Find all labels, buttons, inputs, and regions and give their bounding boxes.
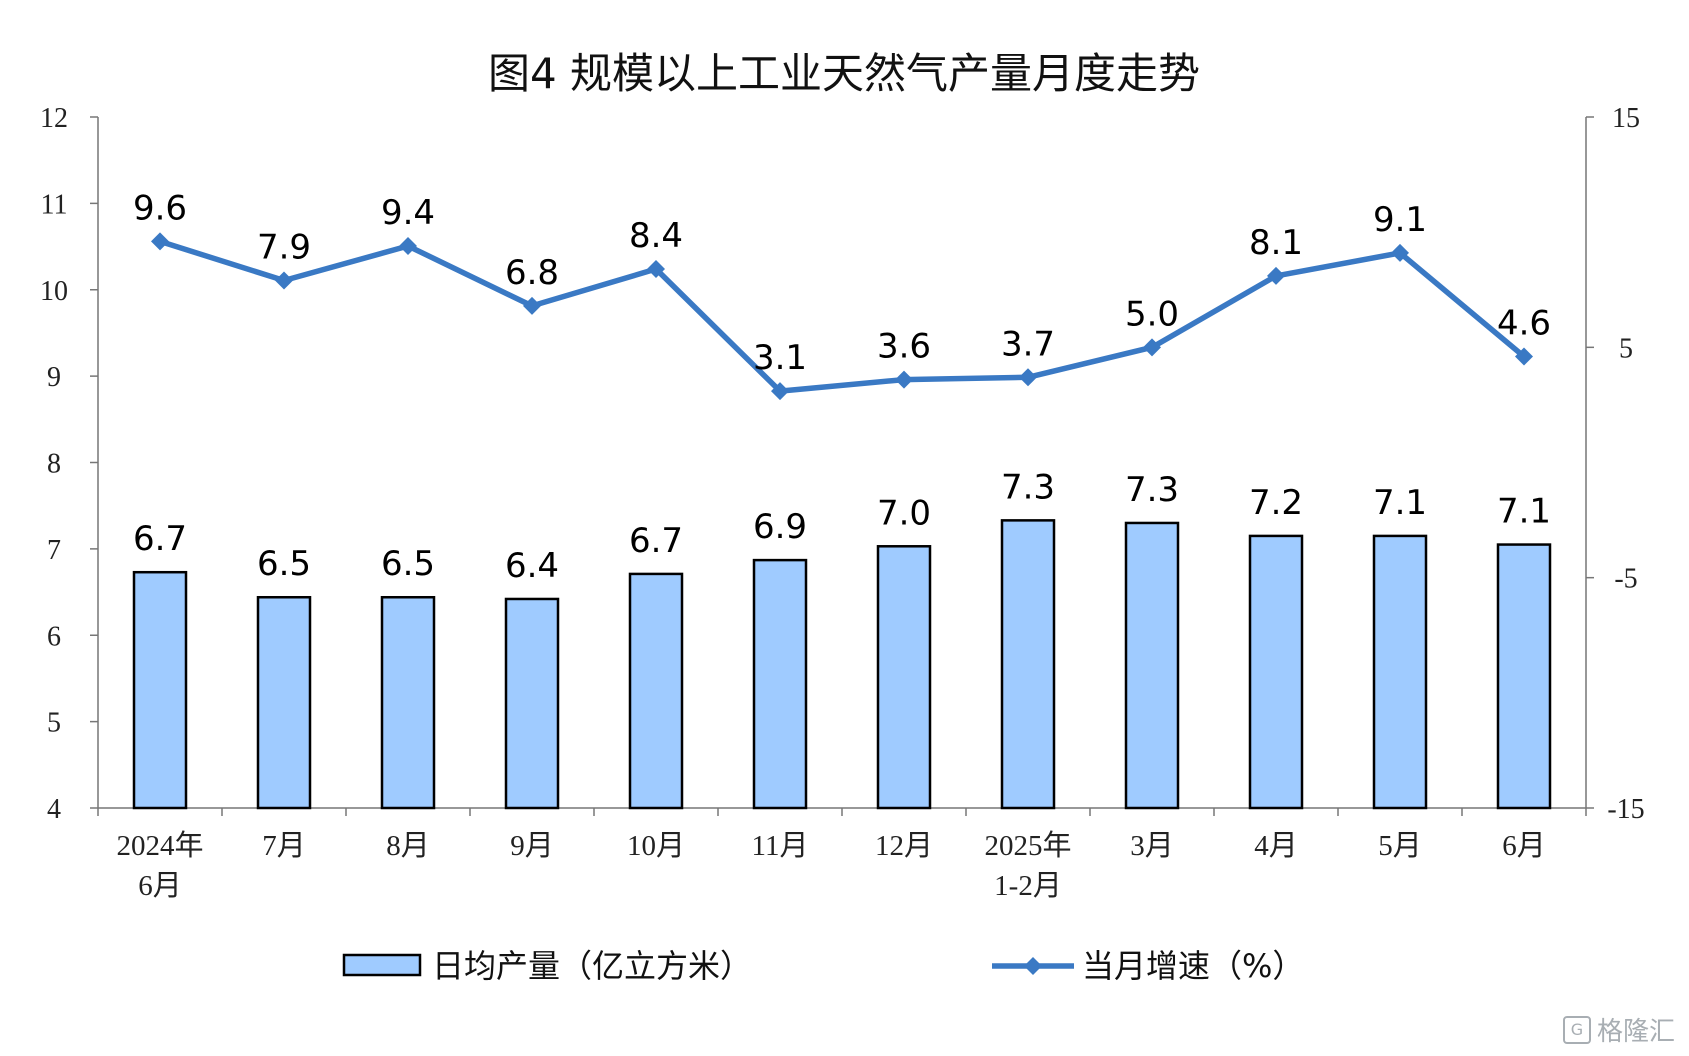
right-tick-label: -5 [1614,564,1637,595]
line-data-label: 4.6 [1497,304,1551,344]
line-point [647,260,665,279]
bar-data-label: 6.7 [629,521,683,561]
left-tick-label: 11 [41,189,68,220]
x-tick-label: 1-2月 [994,870,1062,902]
x-tick-label: 11月 [752,830,809,862]
line-point [275,271,293,290]
bar-data-label: 7.1 [1373,483,1427,523]
bar [628,572,684,810]
right-tick-label: 15 [1612,103,1640,134]
bar [132,570,188,810]
left-tick-label: 8 [47,449,61,480]
left-tick-label: 9 [47,362,61,393]
left-tick-label: 12 [40,103,68,134]
bar [1000,519,1056,810]
x-tick-label: 6月 [138,870,182,902]
bar-data-label: 7.0 [877,493,931,533]
x-tick-label: 10月 [627,830,685,862]
line-point [1143,338,1161,357]
line-data-label: 9.4 [381,193,435,233]
watermark-text: 格隆汇 [1596,1017,1675,1047]
left-tick-label: 4 [47,794,61,825]
chart-title: 图4 规模以上工业天然气产量月度走势 [488,49,1200,98]
bar [256,595,312,810]
left-tick-label: 10 [40,276,68,307]
legend: 日均产量（亿立方米） 当月增速（%） [342,947,1304,985]
bar-data-label: 7.3 [1001,467,1055,507]
line-point [151,232,169,251]
x-tick-label: 9月 [510,830,554,862]
right-tick-label: -15 [1607,794,1644,825]
bar-data-label: 6.5 [257,544,311,584]
bar-series: 6.7 6.5 6.5 6.4 6.7 6.9 7.0 7.3 7.3 7.2 7.1 7.1 [132,467,1552,810]
line-data-label: 7.9 [257,228,311,268]
line-point [771,382,789,401]
line-series: 9.6 7.9 9.4 6.8 8.4 3.1 3.6 3.7 5.0 8.1 9.1 4.6 [133,188,1551,401]
line-data-label: 3.7 [1001,324,1055,364]
bar [876,545,932,810]
line-data-label: 3.1 [753,338,807,378]
left-tick-label: 5 [47,708,61,739]
bar [1496,543,1552,810]
x-tick-label: 8月 [386,830,430,862]
line-data-label: 3.6 [877,327,931,367]
line-data-label: 9.6 [133,188,187,228]
line-point [523,296,541,315]
x-tick-label: 12月 [875,830,933,862]
logo-icon: G [1562,1015,1591,1044]
bar [1248,534,1304,810]
bar-data-label: 7.2 [1249,483,1303,523]
bar [1124,521,1180,810]
left-tick-label: 6 [47,621,61,652]
legend-line-marker [1024,957,1042,975]
bar [380,595,436,810]
bar-data-label: 6.9 [753,507,807,547]
axes: 4 5 6 7 8 9 10 11 12 -15 -5 5 15 2024年 6月 7月 8月 9月 10月 11月 1… [40,103,1645,902]
bar [752,558,808,810]
line-point [1019,368,1037,387]
legend-bar-label: 日均产量（亿立方米） [432,947,752,985]
bar-data-label: 7.1 [1497,492,1551,532]
line-point [895,370,913,389]
right-tick-label: 5 [1619,333,1633,364]
line-data-label: 5.0 [1125,294,1179,334]
bar-data-label: 6.4 [505,546,559,586]
x-tick-label: 2025年 [984,829,1071,862]
line-data-label: 9.1 [1373,200,1427,240]
line-point [1391,243,1409,262]
x-tick-label: 4月 [1254,830,1298,862]
legend-bar-swatch [342,953,422,977]
watermark: G 格隆汇 [1562,1011,1675,1048]
line-data-label: 6.8 [505,253,559,293]
bar [504,597,560,810]
x-tick-label: 3月 [1130,830,1174,862]
line-point [1267,266,1285,285]
line-point [399,236,417,255]
line-data-label: 8.4 [629,216,683,256]
left-tick-label: 7 [47,535,61,566]
line-data-label: 8.1 [1249,223,1303,263]
legend-line-label: 当月增速（%） [1082,947,1304,985]
bar-data-label: 7.3 [1125,470,1179,510]
x-tick-label: 7月 [262,830,306,862]
line-point [1515,347,1533,366]
growth-line [159,238,1526,394]
x-tick-label: 6月 [1502,830,1546,862]
bar-data-label: 6.5 [381,544,435,584]
bar [1372,534,1428,810]
bar-data-label: 6.7 [133,519,187,559]
x-tick-label: 5月 [1378,830,1422,862]
x-tick-label: 2024年 [116,829,203,862]
